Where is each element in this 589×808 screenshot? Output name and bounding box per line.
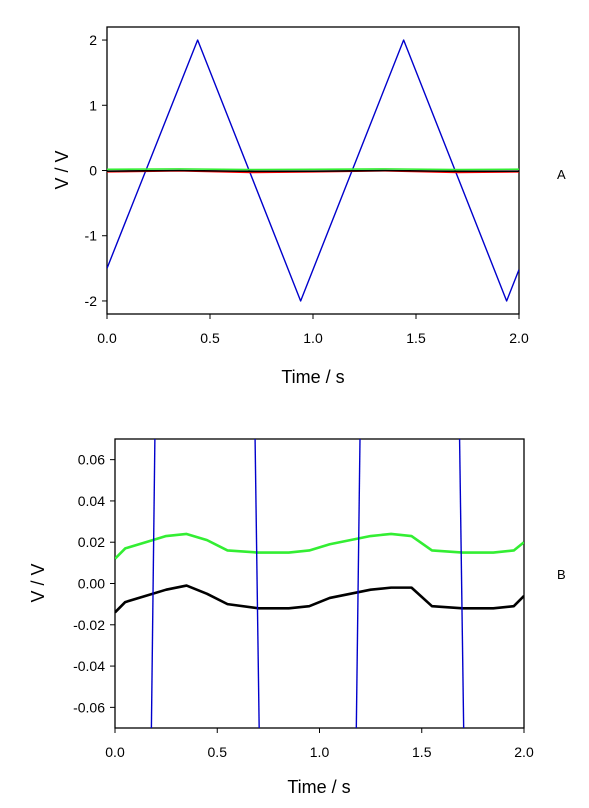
- series-group-b: [115, 439, 524, 728]
- y-tick-label-b-2: -0.02: [73, 617, 105, 633]
- series-line-a-3: [107, 169, 519, 173]
- y-axis-a: -2 -1 0 1 2: [85, 32, 107, 309]
- y-tick-label-a-0: -2: [85, 293, 98, 309]
- x-axis-title-b: Time / s: [287, 777, 350, 797]
- y-axis-title-b: V / V: [28, 563, 48, 602]
- chart-panel-b: -0.06 -0.04 -0.02 0.00 0.02 0.04 0.06 0.0 0.5 1.…: [28, 438, 566, 797]
- series-line-b-1: [115, 532, 524, 560]
- y-tick-label-a-2: 0: [89, 163, 97, 179]
- x-axis-b: 0.0 0.5 1.0 1.5 2.0: [105, 728, 534, 760]
- series-line-b-3-seg-1: [150, 439, 156, 728]
- y-tick-label-b-6: 0.06: [78, 452, 105, 468]
- x-tick-label-b-1: 0.5: [208, 744, 228, 760]
- panel-label-b: B: [557, 567, 566, 582]
- series-line-a-4: [107, 168, 519, 171]
- series-group-a: [107, 39, 519, 302]
- y-tick-label-a-3: 1: [89, 97, 97, 113]
- x-tick-label-b-0: 0.0: [105, 744, 125, 760]
- y-axis-b: -0.06 -0.04 -0.02 0.00 0.02 0.04 0.06: [73, 452, 115, 715]
- series-line-b-3-seg-2: [254, 439, 260, 728]
- y-tick-label-a-1: -1: [85, 228, 98, 244]
- x-tick-label-b-4: 2.0: [514, 744, 534, 760]
- x-tick-label-a-1: 0.5: [200, 330, 220, 346]
- x-tick-label-b-3: 1.5: [412, 744, 432, 760]
- x-tick-label-a-0: 0.0: [97, 330, 117, 346]
- y-tick-label-b-4: 0.02: [78, 534, 105, 550]
- x-tick-label-a-3: 1.5: [406, 330, 426, 346]
- y-tick-label-b-0: -0.06: [73, 699, 105, 715]
- x-tick-label-b-2: 1.0: [310, 744, 330, 760]
- chart-panel-a: -2 -1 0 1 2 0.0 0.5 1.0 1.5 2.0 Time / s V / V A: [52, 26, 566, 387]
- series-line-b-3-seg-4: [458, 439, 465, 728]
- x-tick-label-a-2: 1.0: [303, 330, 323, 346]
- y-tick-label-b-3: 0.00: [78, 576, 105, 592]
- y-tick-label-b-5: 0.04: [78, 493, 105, 509]
- panel-label-a: A: [557, 167, 566, 182]
- y-tick-label-b-1: -0.04: [73, 658, 105, 674]
- x-axis-title-a: Time / s: [281, 367, 344, 387]
- y-tick-label-a-4: 2: [89, 32, 97, 48]
- series-line-b-3-seg-3: [355, 439, 361, 728]
- x-axis-a: 0.0 0.5 1.0 1.5 2.0: [97, 314, 529, 346]
- series-line-b-2: [115, 584, 524, 614]
- y-axis-title-a: V / V: [52, 150, 72, 189]
- x-tick-label-a-4: 2.0: [509, 330, 529, 346]
